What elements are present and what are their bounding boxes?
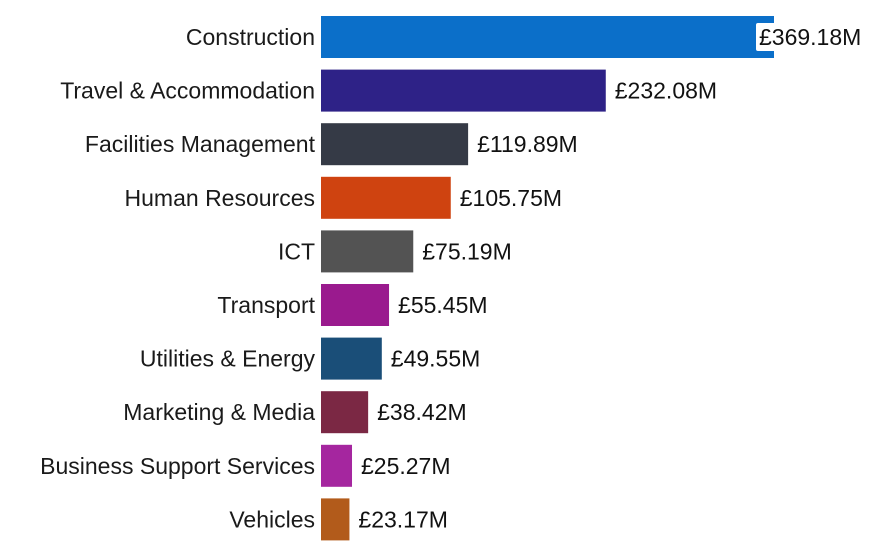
data-label: £232.08M xyxy=(615,78,717,104)
data-label: £105.75M xyxy=(460,185,562,211)
bar xyxy=(321,123,469,166)
category-label: Construction xyxy=(186,24,315,50)
data-label: £23.17M xyxy=(358,506,448,532)
value-label-group: £38.42M xyxy=(377,399,467,425)
value-label-group: £25.27M xyxy=(361,453,451,479)
category-label: ICT xyxy=(278,238,315,264)
value-label-group: £369.18M xyxy=(756,23,863,51)
data-label: £38.42M xyxy=(377,399,467,425)
value-label-group: £232.08M xyxy=(615,78,717,104)
data-label: £369.18M xyxy=(759,24,861,50)
bars xyxy=(321,16,774,541)
category-label: Transport xyxy=(217,292,315,318)
value-label-group: £49.55M xyxy=(391,346,481,372)
value-label-group: £23.17M xyxy=(358,506,448,532)
bar xyxy=(321,176,451,219)
value-labels: £369.18M £232.08M £119.89M £105.75M £75.19M £… xyxy=(358,23,863,532)
category-label: Human Resources xyxy=(125,185,315,211)
value-label-group: £75.19M xyxy=(422,238,512,264)
bar xyxy=(321,391,369,434)
bar xyxy=(321,16,774,58)
bar xyxy=(321,498,350,541)
bar xyxy=(321,444,353,487)
data-label: £55.45M xyxy=(398,292,488,318)
data-label: £25.27M xyxy=(361,453,451,479)
bar xyxy=(321,230,414,273)
bar xyxy=(321,284,390,326)
category-label: Business Support Services xyxy=(40,453,315,479)
data-label-background xyxy=(756,23,863,51)
category-label: Utilities & Energy xyxy=(140,346,316,372)
data-label: £75.19M xyxy=(422,238,512,264)
bar xyxy=(321,337,382,380)
value-label-group: £105.75M xyxy=(460,185,562,211)
category-label: Travel & Accommodation xyxy=(60,78,315,104)
bar xyxy=(321,69,606,112)
category-labels: Construction Travel & Accommodation Facili… xyxy=(40,24,315,532)
value-label-group: £119.89M xyxy=(477,131,578,157)
data-label: £49.55M xyxy=(391,346,481,372)
data-label: £119.89M xyxy=(477,131,578,157)
value-label-group: £55.45M xyxy=(398,292,488,318)
category-label: Marketing & Media xyxy=(123,399,315,425)
category-label: Facilities Management xyxy=(85,131,316,157)
category-label: Vehicles xyxy=(229,506,315,532)
